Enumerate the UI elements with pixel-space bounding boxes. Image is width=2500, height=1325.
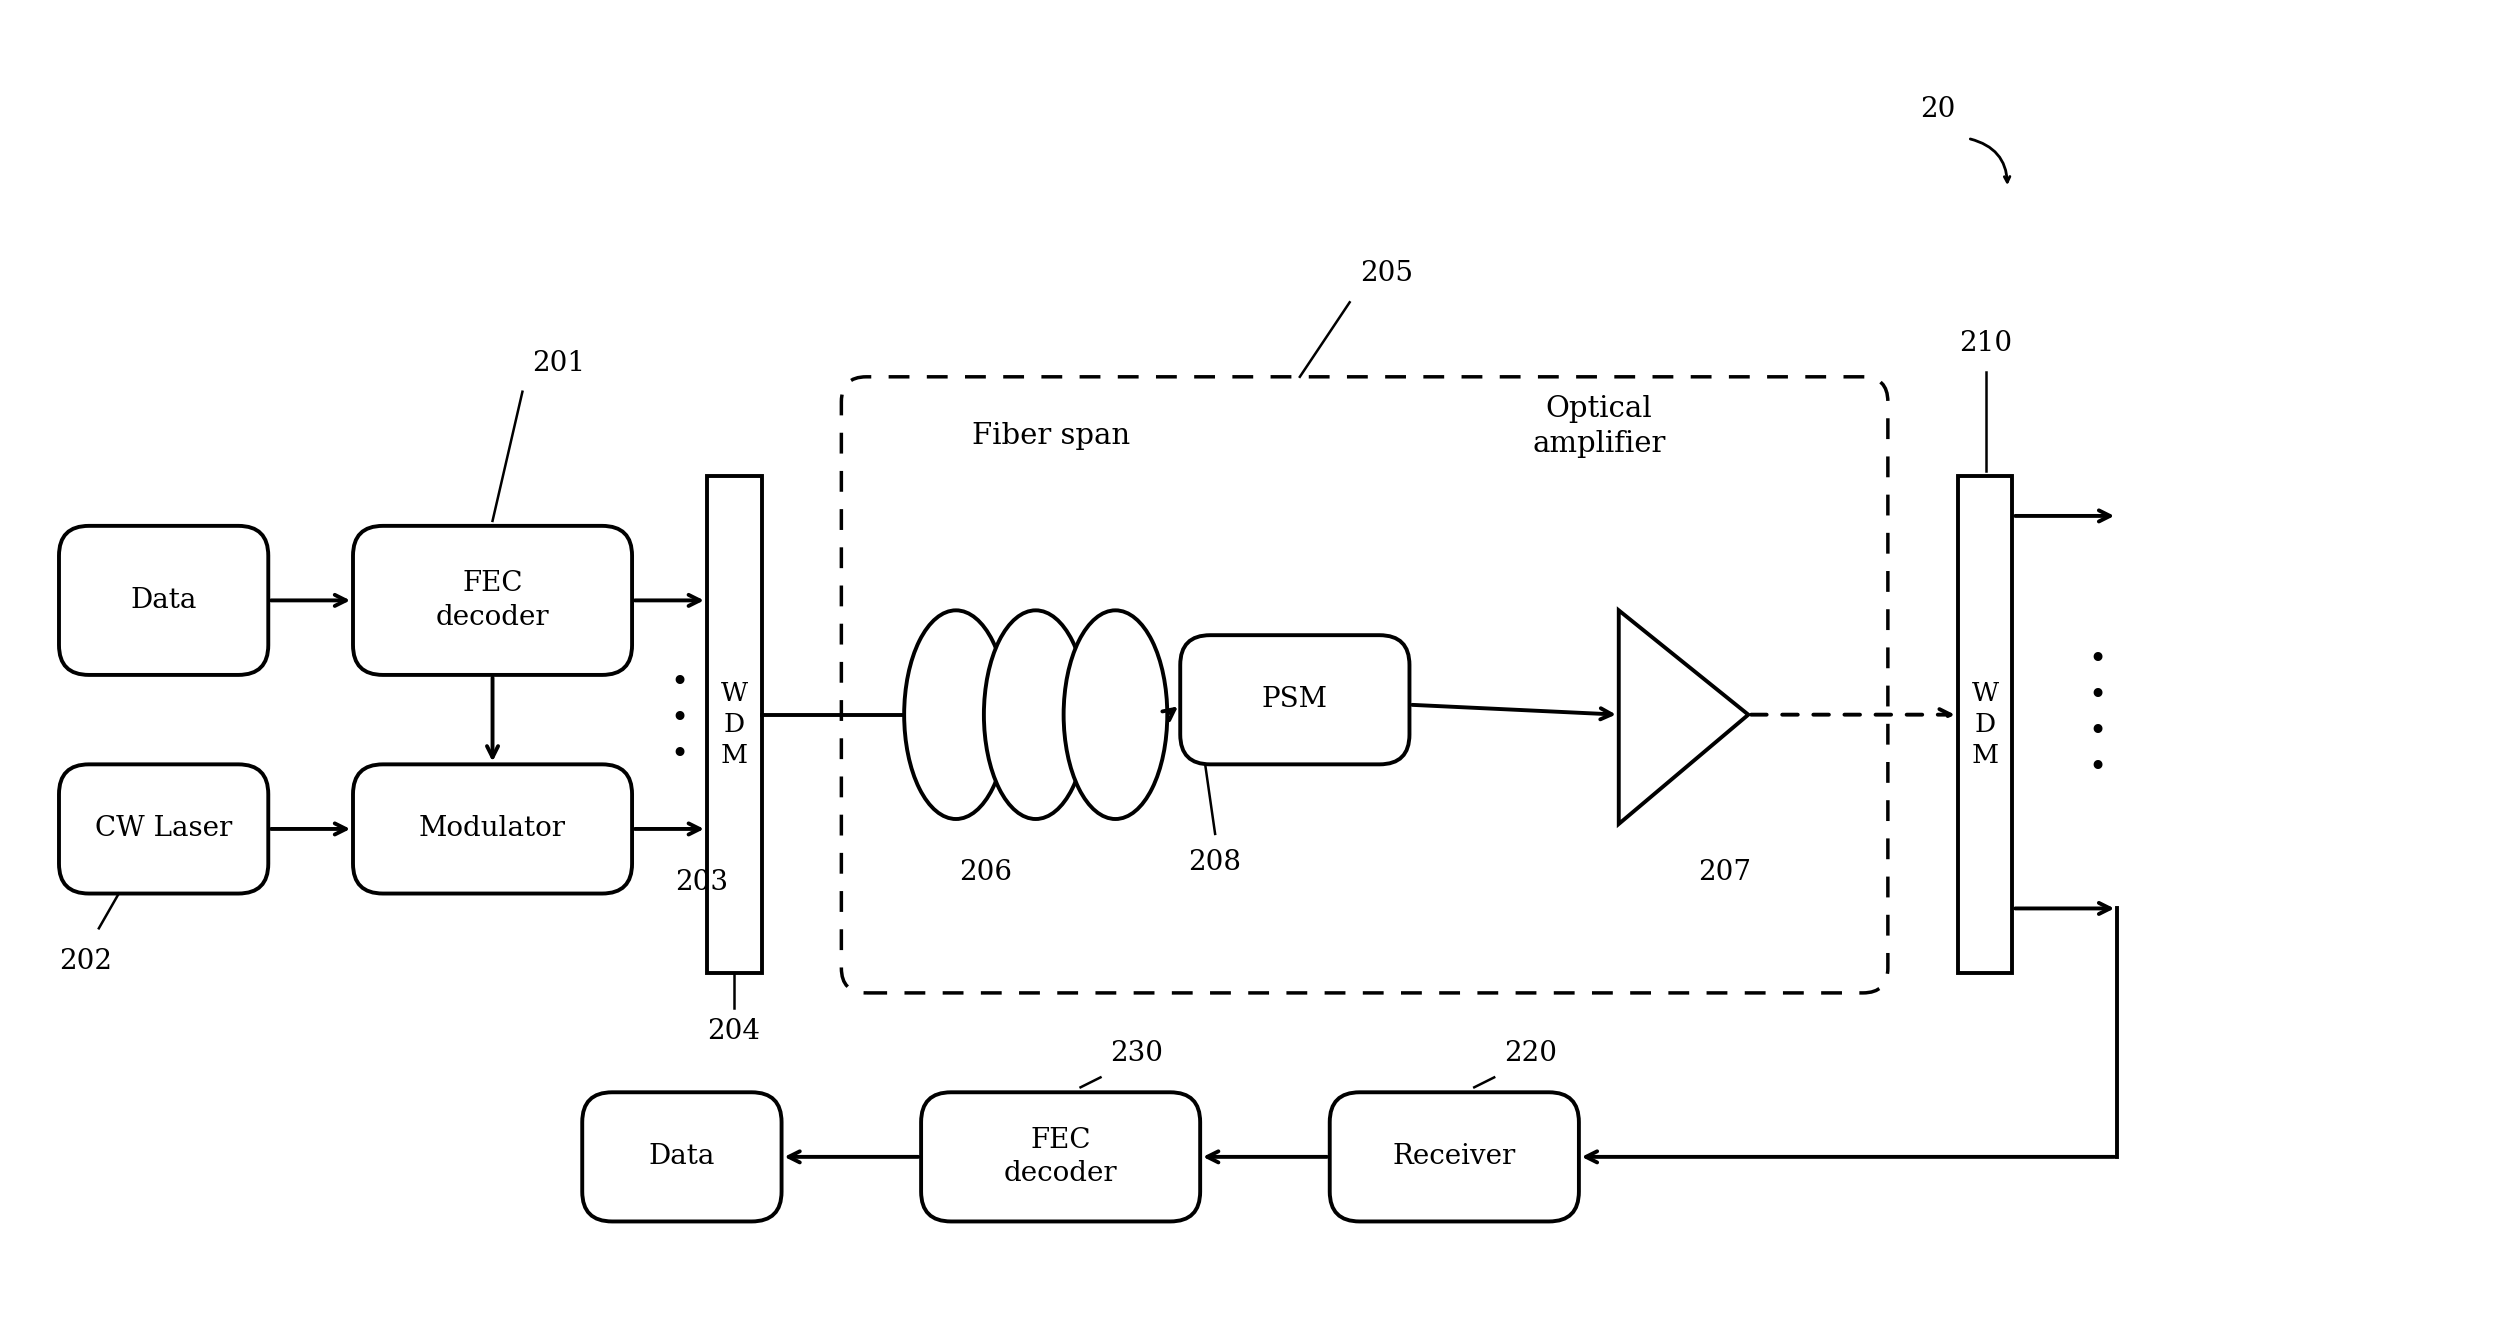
Text: 204: 204 bbox=[707, 1018, 760, 1044]
Ellipse shape bbox=[985, 611, 1088, 819]
Ellipse shape bbox=[905, 611, 1008, 819]
Text: FEC
decoder: FEC decoder bbox=[1005, 1126, 1118, 1187]
Text: •
•
•
•: • • • • bbox=[2088, 645, 2105, 784]
Text: 202: 202 bbox=[60, 949, 112, 975]
Text: 210: 210 bbox=[1960, 330, 2012, 356]
Text: Data: Data bbox=[130, 587, 198, 613]
Bar bbox=[1958, 476, 2012, 973]
FancyBboxPatch shape bbox=[352, 765, 632, 893]
Text: 201: 201 bbox=[532, 350, 585, 376]
Text: 220: 220 bbox=[1505, 1040, 1558, 1068]
FancyBboxPatch shape bbox=[920, 1092, 1200, 1222]
Text: 203: 203 bbox=[675, 869, 727, 896]
Text: Optical
amplifier: Optical amplifier bbox=[1532, 395, 1665, 458]
Text: •
•
•: • • • bbox=[670, 668, 690, 771]
Text: 206: 206 bbox=[960, 859, 1012, 885]
FancyBboxPatch shape bbox=[60, 765, 268, 893]
FancyBboxPatch shape bbox=[1180, 635, 1410, 765]
Polygon shape bbox=[1620, 611, 1747, 824]
Bar bbox=[707, 476, 762, 973]
Text: 207: 207 bbox=[1698, 859, 1752, 885]
Text: FEC
decoder: FEC decoder bbox=[435, 570, 550, 631]
Text: CW Laser: CW Laser bbox=[95, 815, 232, 843]
Text: 208: 208 bbox=[1188, 849, 1242, 876]
Text: W
D
M: W D M bbox=[1972, 681, 1998, 768]
Text: 205: 205 bbox=[1360, 261, 1412, 288]
Text: Data: Data bbox=[648, 1143, 715, 1170]
Text: PSM: PSM bbox=[1262, 686, 1328, 713]
Text: Fiber span: Fiber span bbox=[972, 423, 1130, 451]
Text: Receiver: Receiver bbox=[1393, 1143, 1515, 1170]
Ellipse shape bbox=[1062, 611, 1168, 819]
FancyBboxPatch shape bbox=[1330, 1092, 1580, 1222]
FancyBboxPatch shape bbox=[60, 526, 268, 674]
FancyBboxPatch shape bbox=[582, 1092, 782, 1222]
Text: 20: 20 bbox=[1920, 97, 1955, 123]
FancyBboxPatch shape bbox=[352, 526, 632, 674]
Text: W
D
M: W D M bbox=[720, 681, 748, 768]
Text: 230: 230 bbox=[1110, 1040, 1162, 1068]
Text: Modulator: Modulator bbox=[420, 815, 565, 843]
